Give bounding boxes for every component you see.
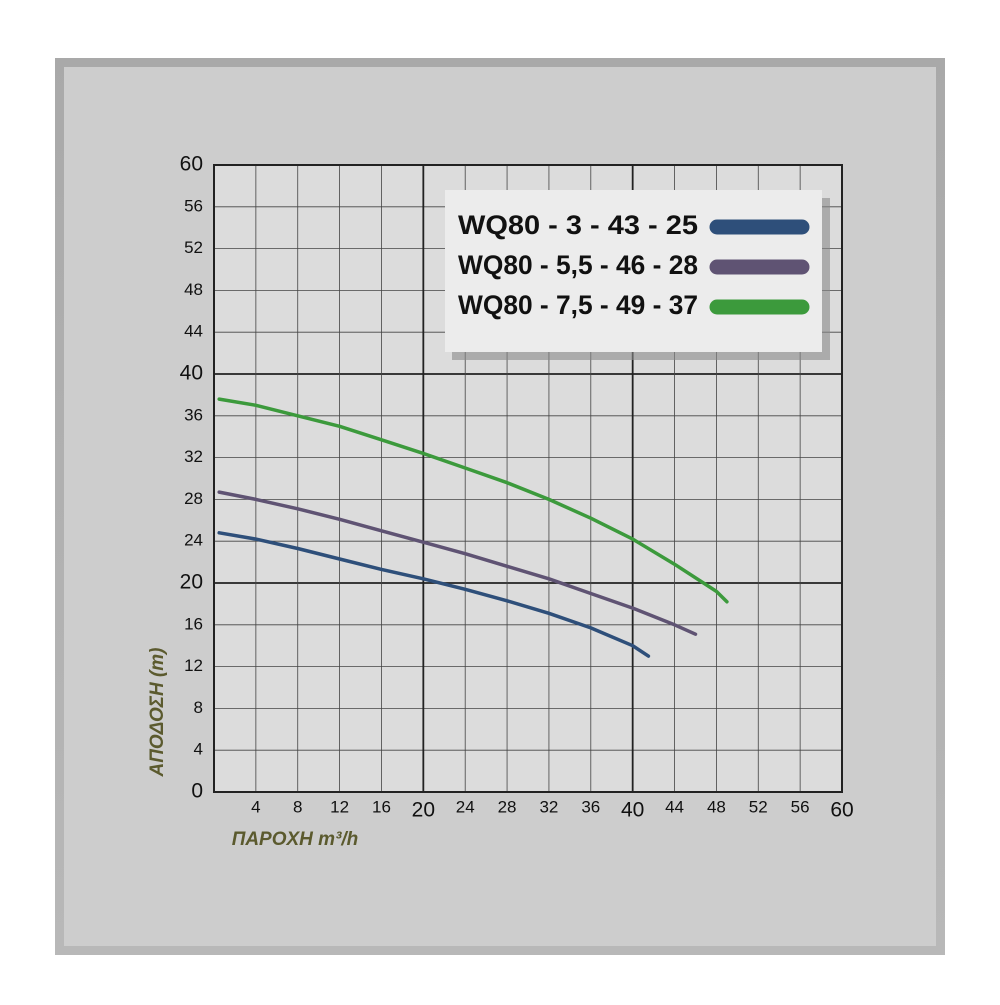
- y-tick-label: 44: [184, 322, 203, 341]
- x-tick-label: 44: [665, 797, 684, 816]
- y-tick-label: 28: [184, 489, 203, 508]
- y-tick-label: 60: [180, 153, 203, 176]
- x-tick-label: 24: [456, 797, 475, 816]
- x-tick-label: 8: [293, 797, 302, 816]
- y-tick-label: 40: [180, 362, 203, 385]
- y-axis-label: ΑΠΟΔΟΣΗ (m): [147, 647, 168, 777]
- x-tick-label: 36: [581, 797, 600, 816]
- x-axis-label: ΠΑΡΟΧΗ m³/h: [232, 829, 359, 850]
- series-line: [217, 531, 651, 658]
- y-tick-label: 12: [184, 656, 203, 675]
- x-tick-label: 28: [498, 797, 517, 816]
- y-tick-label: 24: [184, 531, 203, 550]
- x-tick-label: 56: [791, 797, 810, 816]
- x-tick-label: 32: [539, 797, 558, 816]
- y-tick-label: 20: [180, 571, 203, 594]
- series-line: [217, 490, 698, 636]
- y-tick-label: 48: [184, 280, 203, 299]
- x-tick-label: 52: [749, 797, 768, 816]
- x-tick-label: 20: [412, 799, 435, 822]
- x-tick-label: 4: [251, 797, 260, 816]
- x-tick-label: 48: [707, 797, 726, 816]
- y-tick-label: 36: [184, 405, 203, 424]
- x-tick-label: 60: [830, 799, 853, 822]
- y-tick-label: 16: [184, 614, 203, 633]
- y-tick-label: 0: [191, 780, 203, 803]
- y-tick-label: 32: [184, 447, 203, 466]
- legend-label: WQ80 - 3 - 43 - 25: [458, 210, 698, 240]
- plot-frame: [213, 164, 843, 793]
- y-tick-label: 4: [194, 740, 203, 759]
- x-tick-label: 40: [621, 799, 644, 822]
- series-line: [217, 397, 729, 604]
- y-tick-label: 52: [184, 238, 203, 257]
- y-tick-label: 8: [194, 698, 203, 717]
- x-tick-label: 12: [330, 797, 349, 816]
- legend-label: WQ80 - 5,5 - 46 - 28: [458, 250, 698, 280]
- y-tick-label: 56: [184, 196, 203, 215]
- x-tick-label: 16: [372, 797, 391, 816]
- legend-label: WQ80 - 7,5 - 49 - 37: [458, 290, 698, 320]
